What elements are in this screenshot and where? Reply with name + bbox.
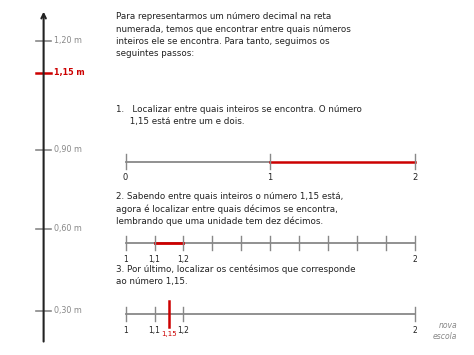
Text: Para representarmos um número decimal na reta
numerada, temos que encontrar entr: Para representarmos um número decimal na… <box>116 12 351 58</box>
Text: 1: 1 <box>123 255 128 264</box>
Text: 0,30 m: 0,30 m <box>54 306 82 315</box>
Text: 1: 1 <box>267 173 273 182</box>
Text: 2: 2 <box>412 326 417 335</box>
Text: 0,90 m: 0,90 m <box>54 145 82 154</box>
Text: 1,2: 1,2 <box>177 326 190 335</box>
Text: 1,15: 1,15 <box>161 331 177 337</box>
Text: 2: 2 <box>412 173 418 182</box>
Text: 1,1: 1,1 <box>148 255 161 264</box>
Text: 1,1: 1,1 <box>148 326 161 335</box>
Text: 2. Sabendo entre quais inteiros o número 1,15 está,
agora é localizar entre quai: 2. Sabendo entre quais inteiros o número… <box>116 192 343 226</box>
Text: 3. Por último, localizar os centésimos que corresponde
ao número 1,15.: 3. Por último, localizar os centésimos q… <box>116 264 356 286</box>
Text: 1: 1 <box>123 326 128 335</box>
Text: nova
escola: nova escola <box>433 321 457 341</box>
Text: 0: 0 <box>123 173 128 182</box>
Text: 1,15 m: 1,15 m <box>54 68 85 77</box>
Text: 0,60 m: 0,60 m <box>54 224 82 234</box>
Text: 2: 2 <box>412 255 417 264</box>
Text: 1,2: 1,2 <box>177 255 190 264</box>
Text: 1,20 m: 1,20 m <box>54 36 82 45</box>
Text: 1.   Localizar entre quais inteiros se encontra. O número
     1,15 está entre u: 1. Localizar entre quais inteiros se enc… <box>116 105 362 126</box>
